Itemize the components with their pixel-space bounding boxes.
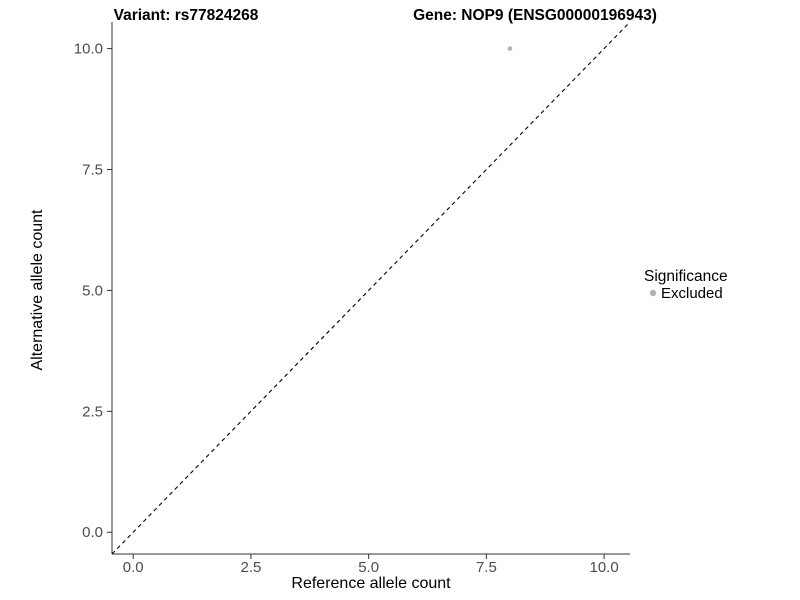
y-axis-title: Alternative allele count	[29, 209, 46, 371]
gene-title: Gene: NOP9 (ENSG00000196943)	[413, 7, 657, 24]
x-tick-label: 0.0	[123, 559, 144, 576]
x-tick-label: 7.5	[476, 559, 497, 576]
y-tick-label: 2.5	[82, 403, 103, 420]
y-tick-label: 7.5	[82, 162, 103, 179]
y-tick-label: 0.0	[82, 524, 103, 541]
y-tick-label: 10.0	[74, 41, 103, 58]
legend-title: Significance	[644, 268, 728, 285]
plot-panel: 0.0 2.5 5.0 7.5 10.0 0.0 2.5 5.0 7.5 10.0	[74, 21, 631, 576]
data-point	[507, 46, 513, 51]
variant-title: Variant: rs77824268	[114, 7, 259, 24]
x-axis-title: Reference allele count	[291, 575, 451, 592]
identity-line	[111, 21, 631, 555]
y-tick-label: 5.0	[82, 282, 103, 299]
x-tick-label: 10.0	[589, 559, 618, 576]
legend: Significance Excluded	[644, 268, 728, 302]
legend-point-icon	[649, 289, 657, 297]
x-tick-label: 2.5	[240, 559, 261, 576]
legend-item-label: Excluded	[661, 285, 723, 302]
x-tick-label: 5.0	[358, 559, 379, 576]
